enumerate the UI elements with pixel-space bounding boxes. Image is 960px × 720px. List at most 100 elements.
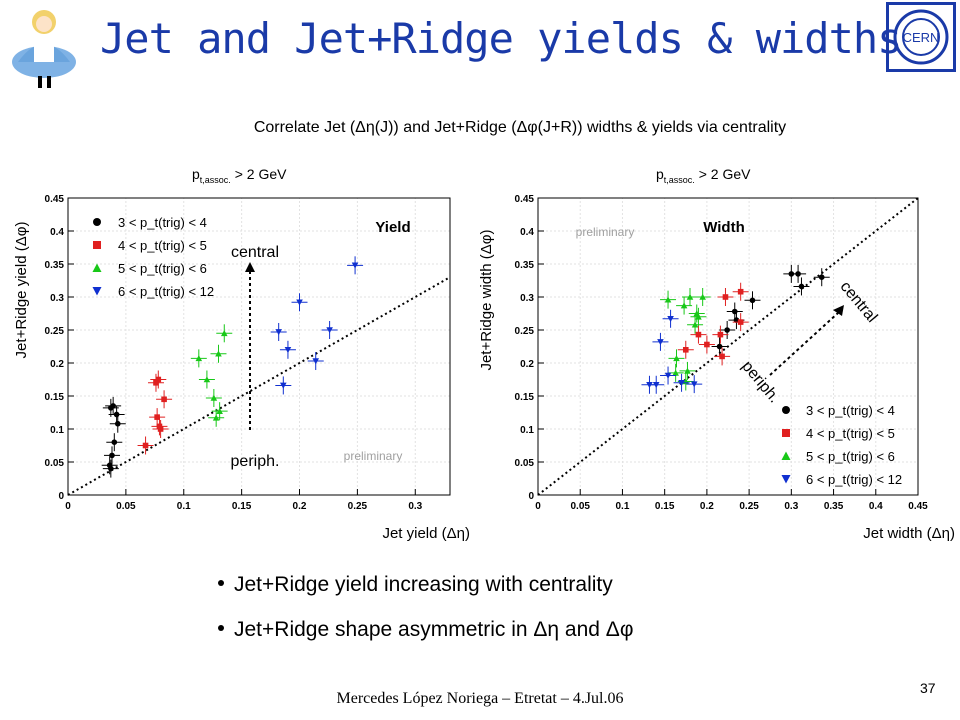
central-label: central — [231, 244, 279, 261]
y-tick-label: 0.35 — [45, 260, 65, 271]
data-point — [686, 293, 694, 300]
data-point — [652, 381, 660, 389]
legend-label: 4 < p_t(trig) < 5 — [806, 426, 895, 441]
data-point — [108, 465, 114, 472]
y-tick-label: 0.4 — [50, 227, 64, 238]
data-point — [699, 293, 706, 300]
y-tick-label: 0.1 — [50, 425, 64, 436]
legend-marker — [92, 287, 102, 296]
y-axis-label: Jet+Ridge width (Δφ) — [478, 229, 495, 370]
x-tick-label: 0.2 — [293, 501, 307, 512]
legend-marker — [93, 241, 101, 249]
data-point — [351, 262, 359, 269]
diagonal-reference-line — [67, 276, 451, 496]
data-point — [690, 381, 698, 388]
data-point — [798, 283, 805, 290]
slide-title: Jet and Jet+Ridge yields & widths — [100, 14, 902, 63]
legend-marker — [781, 451, 791, 460]
data-point — [691, 321, 699, 328]
page-number: 37 — [920, 680, 936, 696]
data-point — [111, 439, 118, 446]
data-point — [657, 339, 664, 346]
y-tick-label: 0.2 — [50, 359, 64, 370]
data-point — [695, 313, 702, 320]
y-tick-label: 0.45 — [515, 194, 535, 205]
data-point — [280, 382, 287, 389]
data-point — [722, 294, 729, 300]
data-point — [682, 347, 689, 353]
data-point — [749, 297, 756, 304]
bullet-item: Jet+Ridge shape asymmetric in Δη and Δφ — [218, 618, 633, 642]
y-tick-label: 0.35 — [515, 260, 535, 271]
data-point — [153, 380, 159, 386]
alice-logo — [12, 10, 76, 88]
data-point — [704, 341, 710, 348]
preliminary-label: preliminary — [576, 225, 635, 239]
x-tick-label: 0.25 — [739, 501, 759, 512]
data-point — [684, 367, 691, 374]
data-point — [114, 420, 121, 427]
yield-chart-title: Yield — [375, 219, 410, 236]
data-point — [695, 331, 702, 338]
data-point — [296, 299, 303, 306]
data-point — [737, 288, 744, 295]
legend-marker — [782, 406, 790, 414]
legend-marker — [781, 475, 791, 484]
legend-label: 6 < p_t(trig) < 12 — [806, 472, 902, 487]
data-point — [212, 414, 220, 421]
legend-label: 6 < p_t(trig) < 12 — [118, 284, 214, 299]
y-tick-label: 0.3 — [520, 293, 534, 304]
x-tick-label: 0.3 — [784, 501, 798, 512]
right-cut-label: pt,assoc. > 2 GeV — [656, 166, 751, 185]
y-tick-label: 0.25 — [45, 326, 65, 337]
data-point — [667, 315, 674, 323]
x-tick-label: 0.15 — [232, 501, 252, 512]
plot-frame — [537, 197, 919, 496]
x-tick-label: 0.2 — [700, 501, 714, 512]
data-point — [719, 353, 725, 360]
y-tick-label: 0 — [58, 491, 64, 502]
x-tick-label: 0.05 — [570, 501, 590, 512]
x-axis-label: Jet width (Δη) — [863, 525, 955, 542]
y-tick-label: 0.1 — [520, 425, 534, 436]
data-point — [673, 355, 680, 362]
left-cut-label: pt,assoc. > 2 GeV — [192, 166, 287, 185]
data-point — [672, 369, 679, 376]
x-tick-label: 0.1 — [615, 501, 629, 512]
data-point — [733, 317, 740, 323]
data-point — [664, 372, 672, 379]
x-tick-label: 0.4 — [869, 501, 883, 512]
bullet-item: Jet+Ridge yield increasing with centrali… — [218, 573, 613, 597]
slide-subtitle: Correlate Jet (Δη(J)) and Jet+Ridge (Δφ(… — [253, 119, 787, 136]
data-point — [157, 426, 164, 432]
data-point — [724, 327, 730, 333]
legend-label: 5 < p_t(trig) < 6 — [118, 261, 207, 276]
legend-label: 3 < p_t(trig) < 4 — [118, 215, 207, 230]
data-point — [818, 274, 825, 281]
data-point — [216, 407, 223, 414]
x-axis-label: Jet yield (Δη) — [382, 525, 470, 542]
x-tick-label: 0.3 — [408, 501, 422, 512]
data-point — [664, 296, 672, 303]
plot-frame — [67, 197, 451, 496]
data-point — [215, 350, 222, 357]
data-point — [203, 376, 211, 383]
x-tick-label: 0 — [65, 501, 71, 512]
bullet-dot — [218, 580, 224, 587]
x-tick-label: 0.15 — [655, 501, 675, 512]
legend-label: 3 < p_t(trig) < 4 — [806, 403, 895, 418]
x-tick-label: 0.25 — [348, 501, 368, 512]
data-point — [161, 396, 167, 403]
y-tick-label: 0.15 — [45, 392, 65, 403]
legend-label: 4 < p_t(trig) < 5 — [118, 238, 207, 253]
central-arrow-head — [833, 305, 844, 316]
legend-marker — [93, 218, 101, 226]
y-tick-label: 0.25 — [515, 326, 535, 337]
data-point — [142, 442, 149, 449]
data-point — [680, 302, 688, 309]
data-point — [717, 331, 724, 338]
data-point — [220, 330, 228, 337]
bullet-dot — [218, 625, 224, 632]
legend-marker — [92, 263, 102, 272]
data-point — [109, 452, 115, 459]
